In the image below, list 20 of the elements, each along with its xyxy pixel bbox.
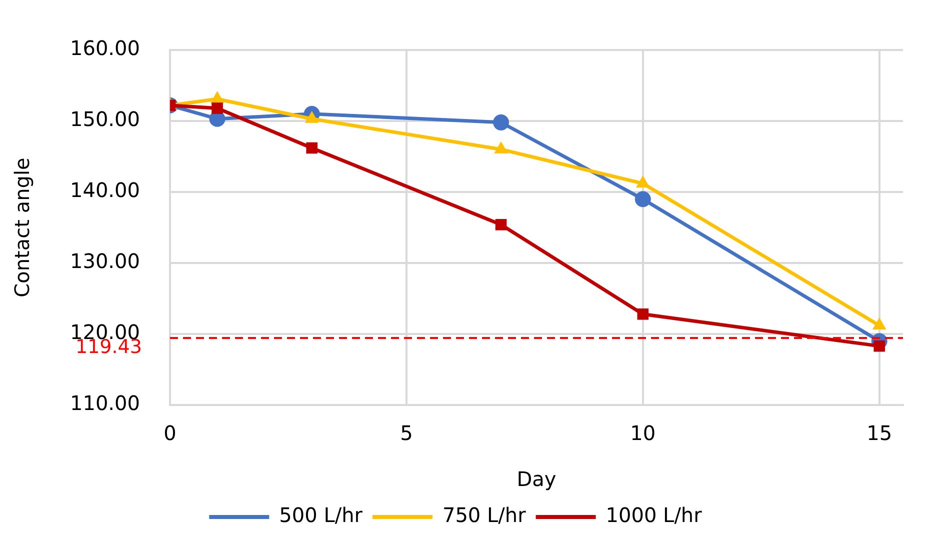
x-tick-label: 0 — [164, 421, 176, 446]
point — [306, 142, 318, 154]
point — [637, 308, 649, 320]
y-tick-label: 110.00 — [70, 391, 140, 416]
point — [634, 191, 651, 208]
y-tick-label: 130.00 — [70, 249, 140, 274]
point — [493, 114, 510, 130]
legend-label: 750 L/hr — [442, 503, 527, 528]
y-tick-label: 150.00 — [70, 107, 140, 132]
y-axis-title: Contact angle — [10, 158, 34, 298]
x-tick-label: 5 — [400, 421, 413, 446]
point — [495, 219, 507, 230]
y-tick-label: 160.00 — [70, 36, 140, 60]
x-tick-label: 15 — [866, 421, 892, 446]
legend-label: 1000 L/hr — [606, 503, 703, 528]
x-tick-label: 10 — [630, 421, 656, 446]
point — [212, 102, 223, 114]
x-axis-title: Day — [516, 467, 556, 492]
legend-label: 500 L/hr — [279, 503, 364, 528]
y-tick-label: 140.00 — [70, 178, 140, 202]
